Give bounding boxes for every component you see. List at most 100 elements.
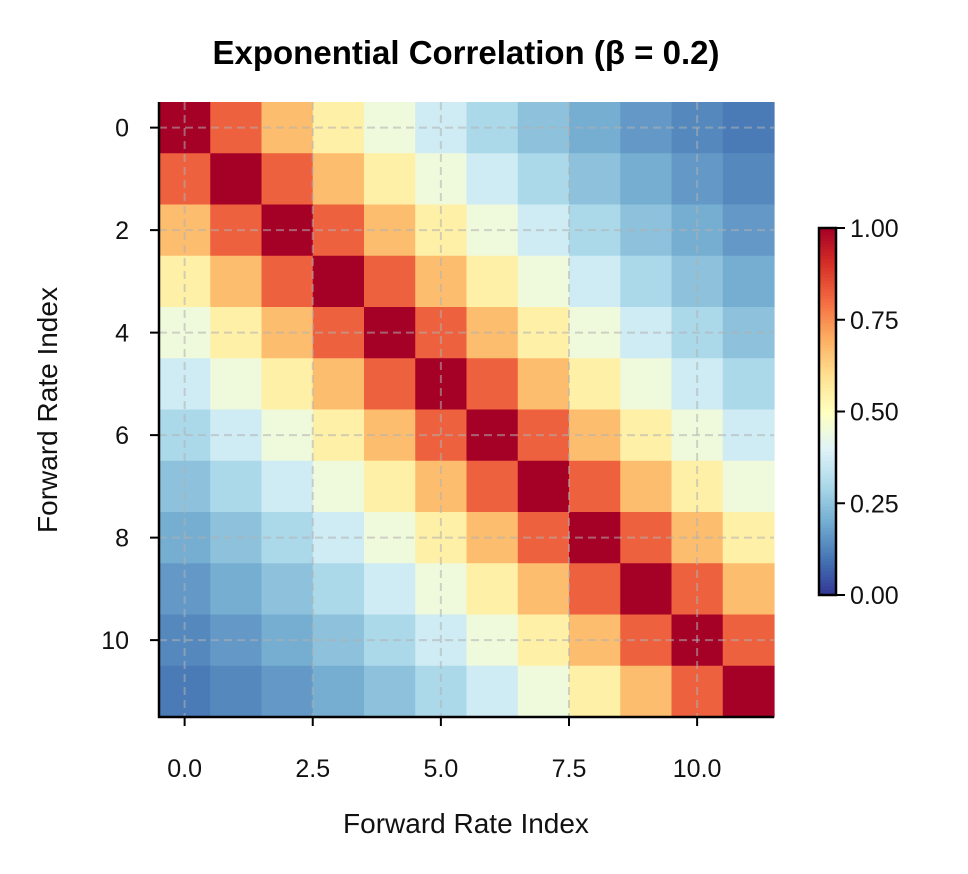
colorbar: 0.00 0.25 0.50 0.75 1.00	[817, 215, 899, 610]
colorbar-segment	[819, 420, 836, 425]
colorbar-segment	[819, 518, 836, 523]
heatmap-cell	[261, 665, 314, 718]
colorbar-segment	[819, 442, 836, 446]
colorbar-segment	[819, 435, 836, 440]
colorbar-segment	[819, 527, 836, 532]
heatmap-cell	[722, 563, 775, 616]
heatmap-cell	[620, 255, 673, 308]
heatmap-cell	[312, 563, 365, 616]
colorbar-segment	[819, 588, 836, 593]
heatmap-cell	[620, 665, 673, 718]
x-tick-label: 2.5	[295, 755, 330, 783]
heatmap-cell	[364, 665, 416, 718]
colorbar-segment	[819, 561, 836, 566]
colorbar-segment	[819, 472, 836, 477]
colorbar-segment	[819, 484, 836, 489]
colorbar-segment	[819, 270, 836, 275]
colorbar-segment	[819, 338, 836, 342]
heatmap-cell	[517, 255, 570, 308]
heatmap-cell	[210, 665, 263, 718]
colorbar-segment	[819, 549, 836, 553]
colorbar-segment	[819, 454, 836, 458]
colorbar-segment	[819, 491, 836, 495]
colorbar-segment	[819, 448, 836, 452]
colorbar-segment	[819, 573, 836, 578]
heatmap-cell	[620, 460, 673, 513]
heatmap-cell	[261, 153, 314, 206]
colorbar-segment	[819, 344, 836, 348]
heatmap-cell	[210, 563, 263, 616]
colorbar-segment	[819, 374, 836, 379]
colorbar-segment	[819, 487, 836, 492]
colorbar-segment	[819, 319, 836, 324]
colorbar-segment	[819, 304, 836, 309]
colorbar-segment	[819, 582, 836, 587]
colorbar-segment	[819, 564, 836, 569]
colorbar-segment	[819, 530, 836, 535]
colorbar-segment	[819, 310, 836, 315]
colorbar-segment	[819, 335, 836, 339]
colorbar-segment	[819, 585, 836, 590]
colorbar-segment	[819, 387, 836, 391]
colorbar-segment	[819, 512, 836, 517]
y-axis-label: Forward Rate Index	[32, 287, 63, 533]
colorbar-segment	[819, 307, 836, 312]
colorbar-segment	[819, 393, 836, 397]
heatmap-cell	[466, 255, 519, 308]
heatmap-cell	[364, 460, 416, 513]
heatmap-cell	[722, 255, 775, 308]
heatmap-cell	[569, 665, 621, 718]
colorbar-segment	[819, 279, 836, 284]
colorbar-segment	[819, 579, 836, 584]
colorbar-segment	[819, 576, 836, 581]
colorbar-segment	[819, 469, 836, 474]
colorbar-segment	[819, 506, 836, 510]
colorbar-segment	[819, 481, 836, 486]
heatmap-cell	[312, 460, 365, 513]
colorbar-segment	[819, 567, 836, 572]
colorbar-segment	[819, 445, 836, 449]
colorbar-segment	[819, 457, 836, 462]
colorbar-segment	[819, 286, 836, 290]
colorbar-segment	[819, 417, 836, 422]
heatmap-cell	[569, 358, 621, 411]
heatmap-cell	[312, 358, 365, 411]
colorbar-segment	[819, 552, 836, 556]
colorbar-segment	[819, 301, 836, 306]
colorbar-segment	[819, 240, 836, 244]
colorbar-segment	[819, 380, 836, 385]
colorbar-segment	[819, 249, 836, 254]
colorbar-segment	[819, 402, 836, 406]
colorbar-segment	[819, 246, 836, 251]
colorbar-segment	[819, 524, 836, 529]
colorbar-segment	[819, 497, 836, 501]
heatmap-cell	[312, 665, 365, 718]
heatmap-cell	[569, 563, 621, 616]
colorbar-segment	[819, 423, 836, 428]
colorbar-segment	[819, 377, 836, 382]
heatmap-cell	[466, 460, 519, 513]
colorbar-segment	[819, 289, 836, 293]
colorbar-segment	[819, 478, 836, 483]
heatmap-cell	[312, 153, 365, 206]
colorbar-segment	[819, 325, 836, 330]
colorbar-segment	[819, 371, 836, 376]
colorbar-segment	[819, 295, 836, 299]
heatmap-cell	[261, 460, 314, 513]
heatmap-cell	[364, 255, 416, 308]
colorbar-segment	[819, 500, 836, 504]
colorbar-segment	[819, 362, 836, 367]
colorbar-segment	[819, 365, 836, 370]
heatmap-cell	[261, 358, 314, 411]
x-axis-label: Forward Rate Index	[343, 808, 589, 839]
colorbar-tick-label: 0.00	[850, 582, 899, 610]
heatmap-cell	[261, 255, 314, 308]
colorbar-segment	[819, 356, 836, 361]
heatmap-cell	[210, 358, 263, 411]
heatmap-cell	[517, 358, 570, 411]
colorbar-segment	[819, 359, 836, 364]
heatmap-cell	[517, 563, 570, 616]
colorbar-segment	[819, 503, 836, 507]
heatmap-cell	[312, 255, 365, 308]
